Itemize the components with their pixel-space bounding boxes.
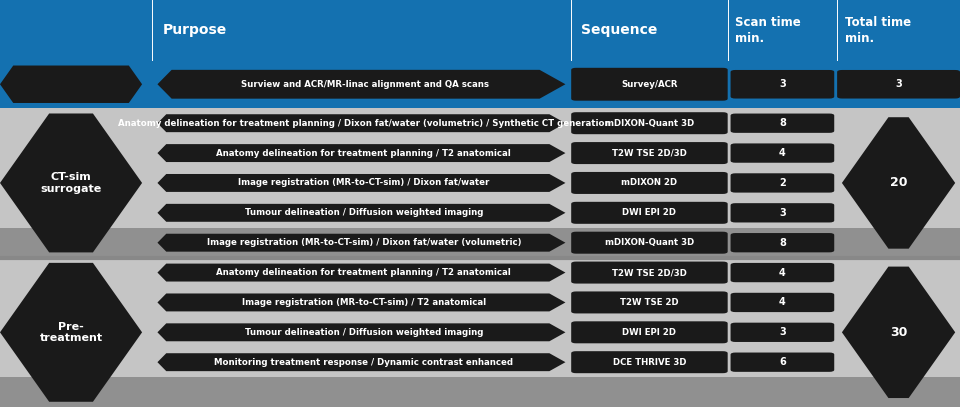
Text: T2W TSE 2D/3D: T2W TSE 2D/3D (612, 149, 686, 158)
Text: Sequence: Sequence (581, 23, 658, 37)
FancyBboxPatch shape (731, 233, 834, 252)
FancyBboxPatch shape (571, 202, 728, 224)
Text: CT-sim
surrogate: CT-sim surrogate (40, 172, 102, 194)
FancyBboxPatch shape (571, 321, 728, 344)
Text: Surview and ACR/MR-linac alignment and QA scans: Surview and ACR/MR-linac alignment and Q… (241, 80, 490, 89)
FancyBboxPatch shape (837, 70, 960, 98)
Polygon shape (157, 234, 565, 252)
Text: Anatomy delineation for treatment planning / Dixon fat/water (volumetric) / Synt: Anatomy delineation for treatment planni… (117, 119, 611, 128)
FancyBboxPatch shape (571, 351, 728, 373)
Polygon shape (157, 264, 565, 282)
FancyBboxPatch shape (731, 70, 834, 98)
Text: mDIXON-Quant 3D: mDIXON-Quant 3D (605, 119, 694, 128)
Text: T2W TSE 2D/3D: T2W TSE 2D/3D (612, 268, 686, 277)
Text: DCE THRIVE 3D: DCE THRIVE 3D (612, 358, 686, 367)
FancyBboxPatch shape (571, 291, 728, 313)
Bar (0, 258, 960, 287)
FancyBboxPatch shape (571, 262, 728, 284)
Text: mDIXON 2D: mDIXON 2D (621, 178, 678, 188)
Text: T2W TSE 2D: T2W TSE 2D (620, 298, 679, 307)
Text: 20: 20 (890, 177, 907, 189)
FancyBboxPatch shape (571, 112, 728, 134)
Polygon shape (157, 293, 565, 311)
Text: 3: 3 (895, 79, 902, 89)
Text: 4: 4 (779, 267, 786, 278)
Polygon shape (0, 263, 142, 402)
Polygon shape (157, 204, 565, 222)
Polygon shape (0, 66, 142, 103)
FancyBboxPatch shape (731, 323, 834, 342)
Bar (0, 168, 960, 198)
Bar (0, 60, 960, 108)
Text: 4: 4 (779, 298, 786, 307)
Text: Tumour delineation / Diffusion weighted imaging: Tumour delineation / Diffusion weighted … (245, 328, 483, 337)
FancyBboxPatch shape (731, 293, 834, 312)
Text: DWI EPI 2D: DWI EPI 2D (622, 328, 677, 337)
Bar (0, 377, 960, 407)
FancyBboxPatch shape (571, 68, 728, 101)
Bar (0, 0, 960, 60)
FancyBboxPatch shape (731, 173, 834, 193)
Bar (0, 347, 960, 377)
Text: 8: 8 (779, 118, 786, 128)
FancyBboxPatch shape (571, 172, 728, 194)
Text: 8: 8 (779, 238, 786, 248)
Bar (0, 317, 960, 347)
Text: Anatomy delineation for treatment planning / T2 anatomical: Anatomy delineation for treatment planni… (216, 268, 512, 277)
Text: 4: 4 (779, 148, 786, 158)
FancyBboxPatch shape (571, 142, 728, 164)
FancyBboxPatch shape (731, 203, 834, 223)
Text: Image registration (MR-to-CT-sim) / Dixon fat/water (volumetric): Image registration (MR-to-CT-sim) / Dixo… (206, 238, 521, 247)
Bar (0, 287, 960, 317)
Bar (0, 108, 960, 138)
Text: DWI EPI 2D: DWI EPI 2D (622, 208, 677, 217)
FancyBboxPatch shape (571, 232, 728, 254)
Polygon shape (157, 353, 565, 371)
Polygon shape (157, 323, 565, 341)
Polygon shape (842, 267, 955, 398)
Polygon shape (842, 117, 955, 249)
Bar (0, 198, 960, 228)
Text: mDIXON-Quant 3D: mDIXON-Quant 3D (605, 238, 694, 247)
FancyBboxPatch shape (731, 352, 834, 372)
Text: Monitoring treatment response / Dynamic contrast enhanced: Monitoring treatment response / Dynamic … (214, 358, 514, 367)
Text: 3: 3 (779, 79, 786, 89)
Polygon shape (157, 144, 565, 162)
Text: Total time
min.: Total time min. (845, 15, 911, 45)
Bar (0, 138, 960, 168)
Text: Image registration (MR-to-CT-sim) / T2 anatomical: Image registration (MR-to-CT-sim) / T2 a… (242, 298, 486, 307)
FancyBboxPatch shape (731, 143, 834, 163)
Text: 30: 30 (890, 326, 907, 339)
Text: Scan time
min.: Scan time min. (735, 15, 801, 45)
FancyBboxPatch shape (731, 263, 834, 282)
Text: 3: 3 (779, 208, 786, 218)
Polygon shape (0, 114, 142, 252)
Text: Image registration (MR-to-CT-sim) / Dixon fat/water: Image registration (MR-to-CT-sim) / Dixo… (238, 178, 490, 188)
FancyBboxPatch shape (731, 114, 834, 133)
Text: 3: 3 (779, 327, 786, 337)
Text: Pre-
treatment: Pre- treatment (39, 322, 103, 343)
Polygon shape (157, 70, 565, 98)
Text: Purpose: Purpose (163, 23, 228, 37)
Text: 6: 6 (779, 357, 786, 367)
Polygon shape (157, 114, 565, 132)
Text: Tumour delineation / Diffusion weighted imaging: Tumour delineation / Diffusion weighted … (245, 208, 483, 217)
Text: Survey/ACR: Survey/ACR (621, 80, 678, 89)
Text: 2: 2 (779, 178, 786, 188)
Polygon shape (157, 174, 565, 192)
Bar (0, 228, 960, 258)
Text: Anatomy delineation for treatment planning / T2 anatomical: Anatomy delineation for treatment planni… (216, 149, 512, 158)
